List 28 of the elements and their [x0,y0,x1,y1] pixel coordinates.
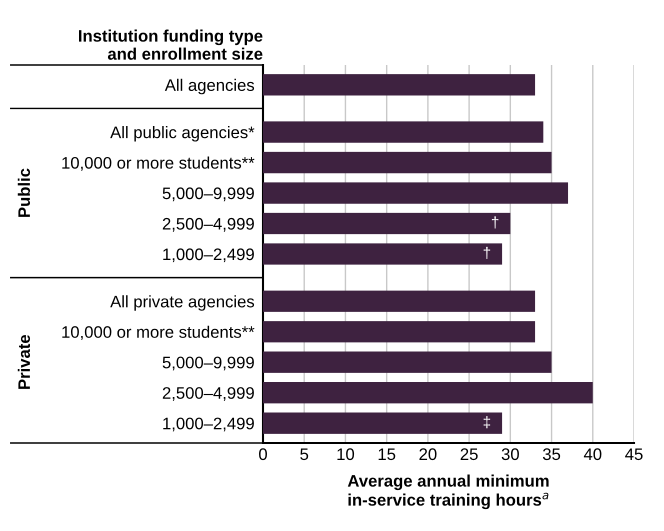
y-tick-label: 10,000 or more students** [62,156,254,171]
x-tick-label: 40 [584,448,602,460]
y-tick-label: 5,000–9,999 [162,356,254,370]
y-tick-label: 2,500–4,999 [162,387,254,401]
x-tick-label: 25 [460,448,478,460]
text: Public [18,168,30,217]
y-tick-label: 5,000–9,999 [162,187,254,202]
x-tick-label: 30 [502,448,519,460]
x-tick-label: 15 [378,448,396,460]
y-tick-label: 1,000–2,499 [163,418,254,432]
y-axis-title: Institution funding type and enrollment size [78,30,262,60]
text: Private [18,334,30,389]
y-tick-label: 1,000–2,499 [163,248,254,262]
x-tick-label: 35 [542,448,560,460]
x-tick-label: 5 [300,448,308,460]
y-tick-label: All private agencies [110,295,254,311]
x-tick-label: 45 [625,448,643,460]
x-tick-label: 20 [419,448,437,460]
x-tick-label: 0 [259,448,267,460]
y-tick-label: 2,500–4,999 [162,218,254,232]
y-tick-label: All agencies [164,78,254,94]
data-label: † [484,246,490,259]
y-tick-label: All public agencies* [110,126,254,142]
data-label: † [492,216,498,228]
x-axis-title: Average annual minimum in-service training hours$^{a}$ [348,474,549,510]
x-tick-label: 10 [337,448,354,460]
y-tick-label: 10,000 or more students** [62,326,254,340]
data-label: ‡ [484,416,490,428]
